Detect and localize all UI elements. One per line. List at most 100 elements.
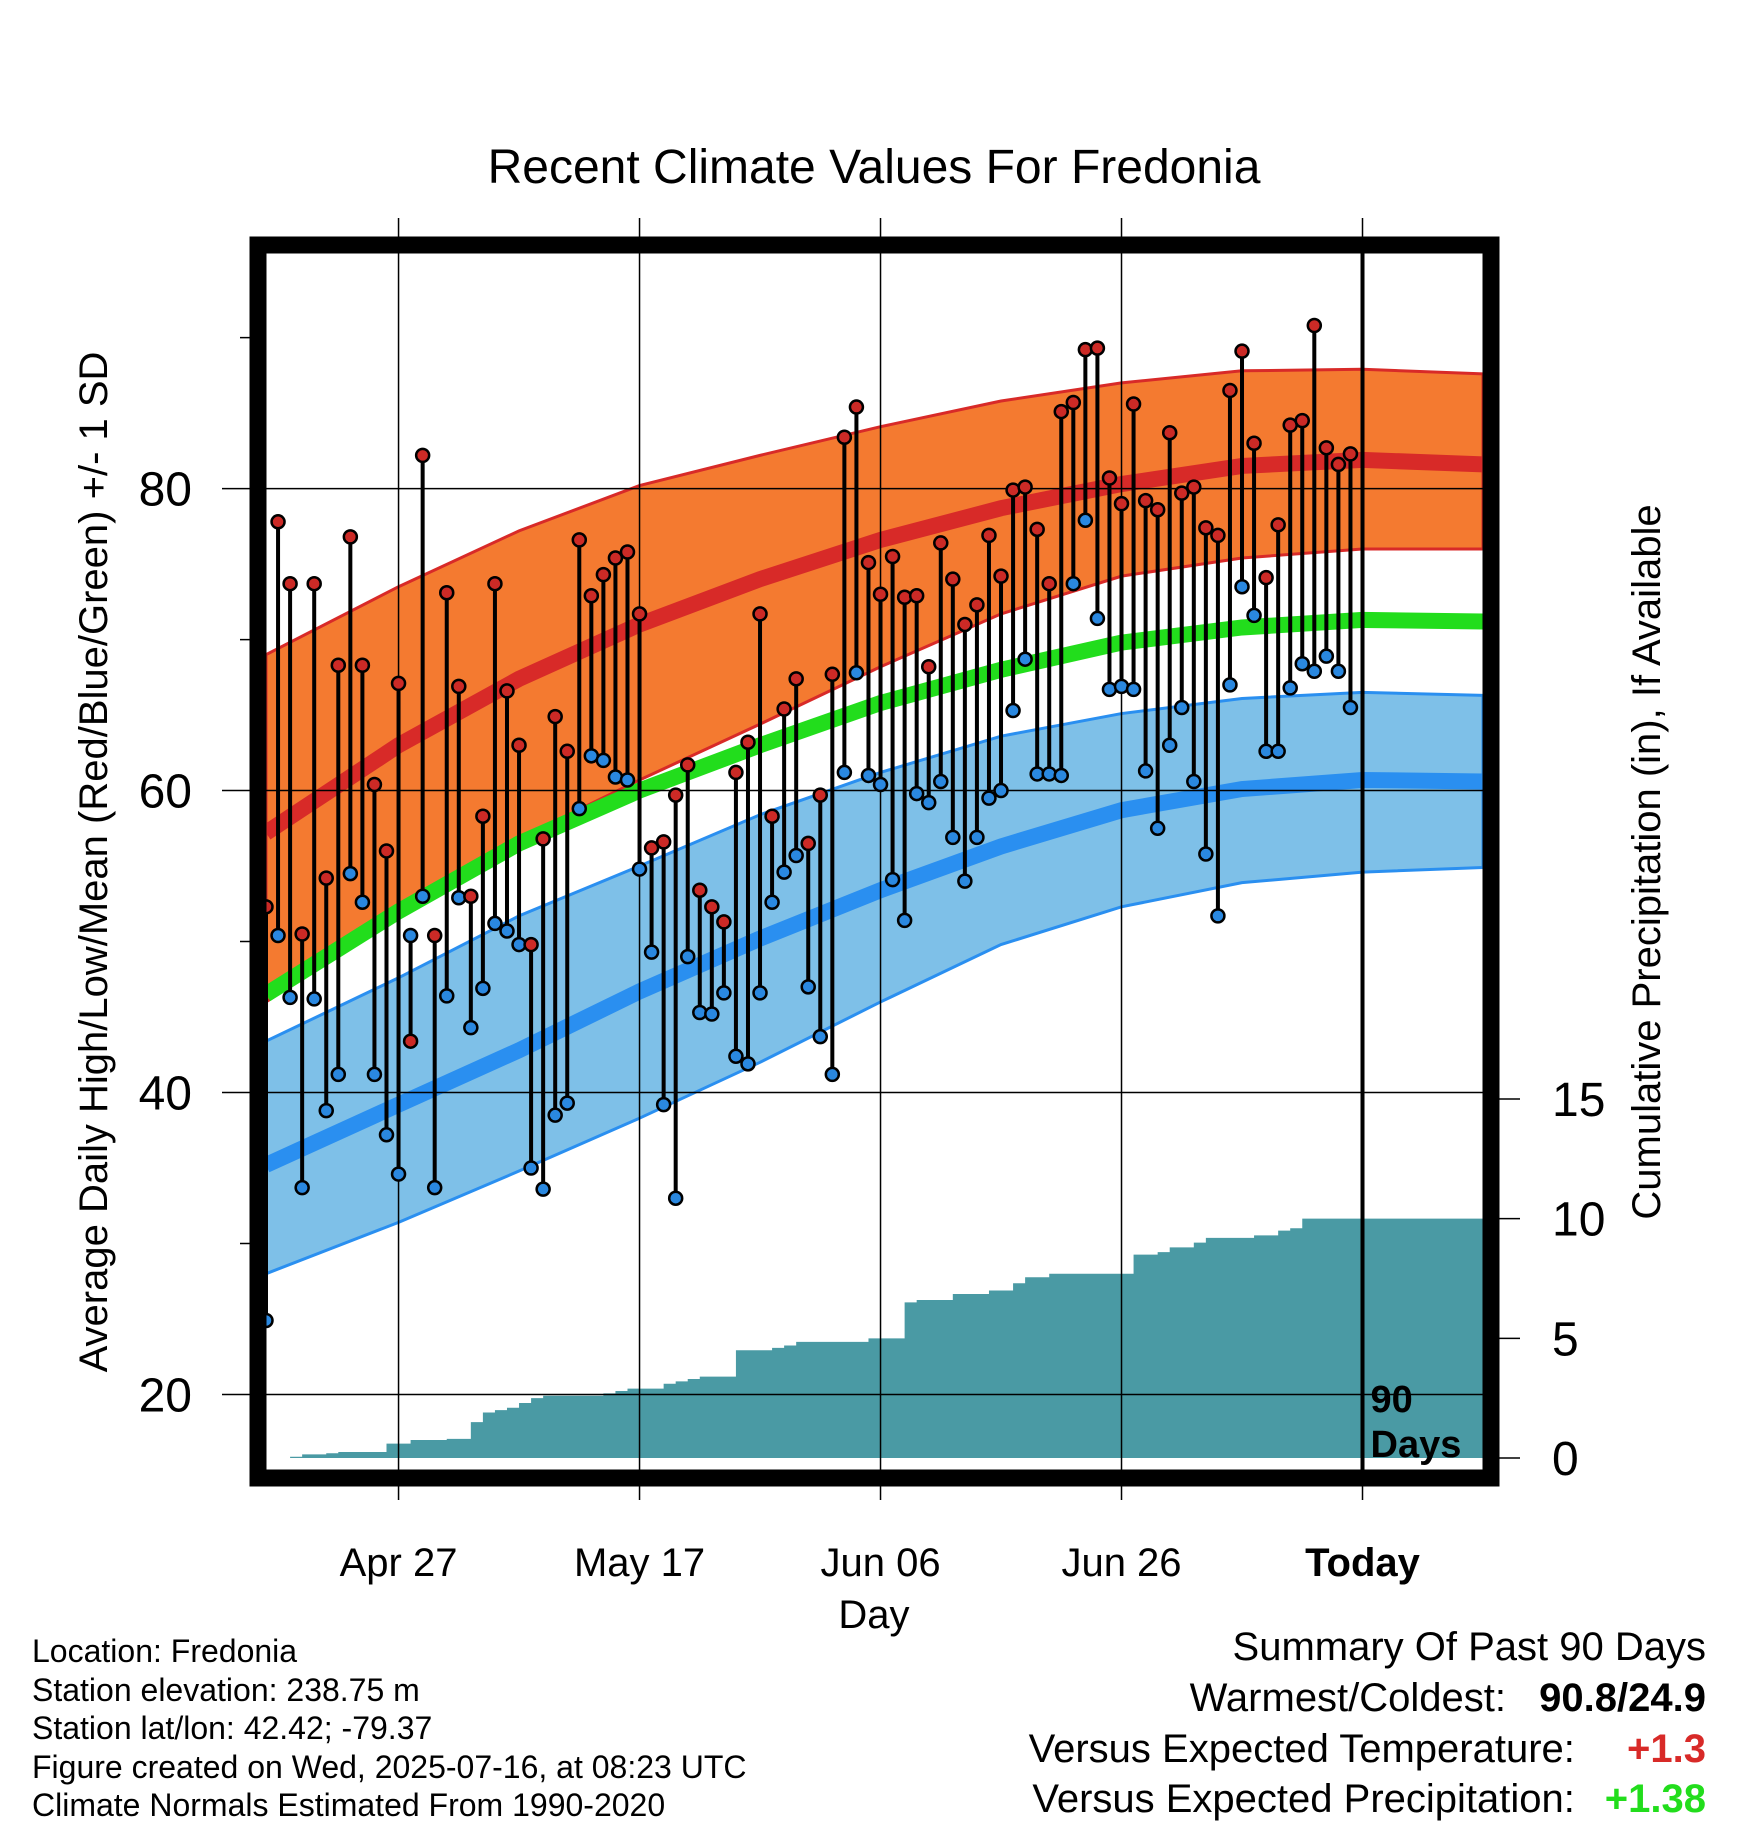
daily-low-point — [306, 991, 322, 1007]
daily-high-point — [643, 840, 660, 856]
daily-high-point — [993, 568, 1009, 584]
summary-title: Summary Of Past 90 Days — [1232, 1625, 1706, 1669]
daily-high-point — [282, 575, 298, 592]
daily-high-point — [836, 429, 853, 445]
precip-label: Versus Expected Precipitation: — [1032, 1777, 1575, 1821]
warm-cold-separator: / — [1617, 1676, 1629, 1720]
daily-high-point — [547, 708, 563, 725]
daily-high-point — [402, 1033, 419, 1049]
y2-tick-label: 10 — [1552, 1194, 1605, 1247]
daily-high-point — [945, 571, 961, 587]
daily-high-point — [342, 529, 359, 545]
daily-low-point — [848, 665, 865, 681]
daily-high-point — [824, 666, 841, 683]
daily-low-point — [1137, 763, 1154, 779]
daily-low-point — [1234, 578, 1250, 595]
daily-low-point — [1342, 699, 1359, 716]
daily-high-point — [294, 926, 310, 942]
daily-high-point — [266, 899, 274, 915]
daily-high-point — [451, 678, 467, 695]
daily-high-point — [1270, 517, 1286, 533]
daily-low-point — [270, 927, 286, 944]
x-tick-label: Jun 06 — [820, 1541, 940, 1585]
daily-low-point — [595, 752, 612, 769]
daily-high-point — [1041, 575, 1057, 592]
temp-row: Versus Expected Temperature: +1.3 — [1029, 1724, 1706, 1774]
daily-low-point — [981, 790, 997, 806]
daily-low-point — [716, 985, 732, 1001]
daily-low-point — [872, 776, 889, 793]
daily-low-point — [1005, 702, 1021, 719]
daily-high-point — [1342, 446, 1359, 462]
daily-low-point — [535, 1181, 551, 1197]
daily-high-point — [631, 606, 648, 622]
daily-high-point — [1330, 456, 1347, 473]
daily-low-point — [667, 1190, 684, 1206]
daily-low-point — [426, 1179, 443, 1196]
daily-high-point — [1053, 403, 1070, 420]
precip-value: +1.38 — [1604, 1777, 1706, 1821]
daily-low-point — [547, 1107, 563, 1123]
normals-text: Climate Normals Estimated From 1990-2020 — [32, 1787, 666, 1823]
daily-low-point — [1246, 607, 1262, 624]
daily-high-point — [1125, 396, 1142, 412]
daily-high-point — [1161, 424, 1178, 441]
y-tick-label: 80 — [139, 464, 192, 517]
daily-high-point — [812, 787, 829, 803]
daily-high-point — [270, 514, 286, 530]
daily-low-point — [1065, 575, 1082, 592]
daily-low-point — [523, 1160, 539, 1176]
daily-high-point — [800, 835, 816, 852]
daily-high-point — [1246, 435, 1262, 452]
daily-high-point — [933, 535, 949, 551]
daily-low-point — [1330, 663, 1347, 680]
daily-low-point — [969, 829, 985, 846]
daily-high-point — [981, 527, 997, 544]
daily-low-point — [1053, 767, 1070, 784]
daily-high-point — [607, 550, 624, 566]
daily-low-point — [945, 829, 961, 846]
y2-tick-label: 15 — [1552, 1074, 1605, 1127]
daily-low-point — [402, 927, 419, 944]
daily-low-point — [884, 871, 901, 888]
daily-high-point — [679, 757, 696, 773]
precip-row: Versus Expected Precipitation: +1.38 — [1029, 1774, 1706, 1824]
daily-low-point — [679, 948, 696, 965]
warm-cold-label: Warmest/Coldest: — [1189, 1676, 1507, 1720]
daily-low-point — [1125, 681, 1142, 698]
daily-low-point — [438, 988, 455, 1004]
daily-low-point — [1089, 610, 1106, 627]
daily-high-point — [1149, 501, 1166, 518]
daily-high-point — [559, 743, 575, 760]
daily-high-point — [1101, 470, 1118, 486]
daily-low-point — [487, 915, 503, 932]
created-text: Figure created on Wed, 2025-07-16, at 08… — [32, 1748, 747, 1785]
daily-low-point — [342, 865, 359, 882]
daily-high-point — [1113, 495, 1130, 512]
daily-high-point — [1198, 520, 1214, 536]
daily-low-point — [1270, 743, 1286, 760]
elevation-text: Station elevation: 238.75 m — [32, 1671, 420, 1708]
daily-high-point — [1089, 340, 1106, 356]
plot-frame — [249, 236, 1500, 1487]
low-sd-band — [266, 690, 1483, 1276]
daily-high-point — [1222, 382, 1238, 399]
daily-low-point — [1282, 680, 1298, 696]
x-tick-label: Today — [1305, 1541, 1421, 1585]
daily-low-point — [752, 985, 768, 1001]
daily-high-point — [438, 585, 455, 601]
daily-high-point — [667, 787, 684, 803]
daily-high-point — [463, 888, 479, 904]
daily-low-point — [740, 1056, 756, 1072]
daily-high-point — [1210, 527, 1226, 544]
daily-low-point — [475, 980, 491, 997]
y2-axis-label: Cumulative Precipitation (in), If Availa… — [1625, 504, 1669, 1219]
daily-high-point — [306, 575, 322, 592]
daily-low-point — [266, 1312, 274, 1329]
daily-high-point — [692, 882, 708, 898]
y-tick-label: 60 — [139, 766, 192, 819]
coldest-value: 24.9 — [1628, 1676, 1706, 1720]
daily-low-point — [1174, 699, 1190, 716]
temp-value: +1.3 — [1627, 1727, 1706, 1771]
daily-high-point — [1318, 440, 1335, 456]
